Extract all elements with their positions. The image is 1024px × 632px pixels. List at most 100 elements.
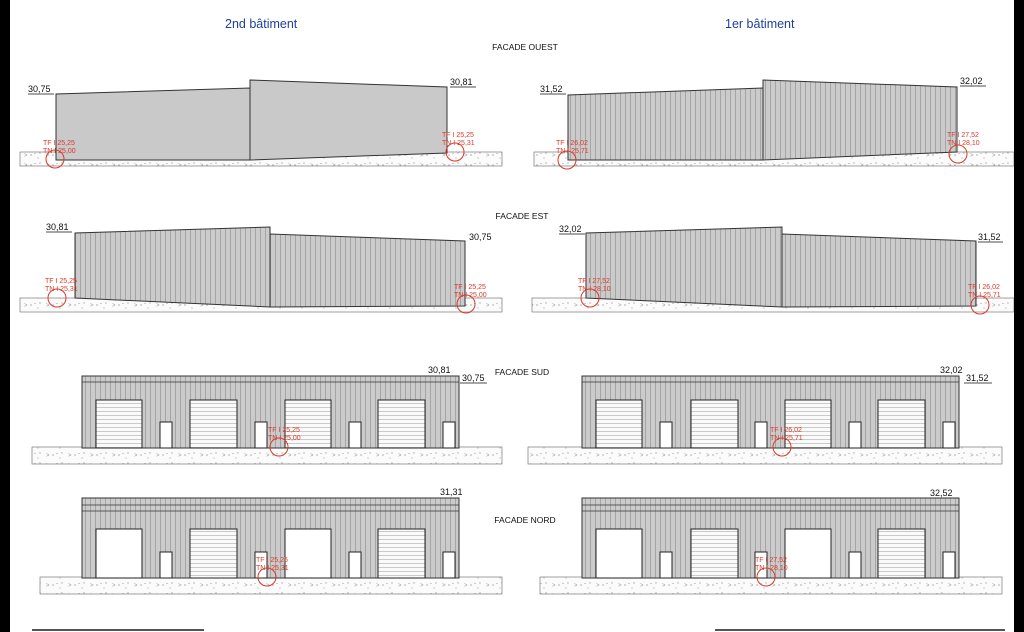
- open-bay: [595, 528, 643, 579]
- level-label: 32,52: [930, 488, 953, 498]
- level-label: 31,31: [440, 487, 463, 497]
- service-door: [254, 421, 268, 449]
- wall-section: [567, 87, 764, 161]
- service-door: [848, 551, 862, 579]
- marker-text: TF I 27,52: [578, 278, 610, 285]
- open-bay: [284, 528, 332, 579]
- marker-circle: [580, 288, 600, 308]
- marker-text: TF I 27,52: [755, 557, 787, 564]
- wall-section: [249, 79, 448, 161]
- marker-text: TN I 25,31: [256, 565, 289, 572]
- roller-door: [377, 399, 426, 449]
- marker-text: TN I 25,31: [442, 140, 475, 147]
- roller-door: [877, 528, 926, 579]
- service-door: [348, 551, 362, 579]
- facade-nord-label: FACADE NORD: [494, 515, 555, 525]
- level-label: 30,81: [450, 77, 473, 87]
- bottom-rule-right: [715, 629, 1005, 631]
- level-label: 31,52: [540, 84, 563, 94]
- nord-right-elevation: 32,52 TF I 27,52 TN I 28,10: [539, 488, 1003, 595]
- right-column-title: 1er bâtiment: [725, 17, 795, 31]
- marker-circle: [445, 142, 465, 162]
- marker-text: TF I 25,25: [454, 284, 486, 291]
- marker-circle: [269, 437, 289, 457]
- service-door: [159, 551, 173, 579]
- service-door: [442, 421, 456, 449]
- marker-text: TN I 25,00: [43, 148, 76, 155]
- marker-circle: [948, 144, 968, 164]
- service-door: [442, 551, 456, 579]
- marker-text: TN I 28,10: [947, 140, 980, 147]
- marker-text: TN I 28,10: [755, 565, 788, 572]
- marker-circle: [257, 567, 277, 587]
- level-label: 30,81: [46, 222, 69, 232]
- wall-section: [781, 233, 977, 308]
- marker-circle: [47, 288, 67, 308]
- marker-text: TF I 26,02: [556, 140, 588, 147]
- left-column-title: 2nd bâtiment: [225, 17, 298, 31]
- facade-est-label: FACADE EST: [496, 211, 549, 221]
- marker-circle: [756, 567, 776, 587]
- roller-door: [95, 399, 143, 449]
- elevation-drawing: > ˇ FACADE OUEST FACADE EST FACADE SUD F…: [19, 42, 1014, 595]
- roller-door: [690, 399, 739, 449]
- marker-text: TF I 25,25: [256, 557, 288, 564]
- ouest-right-elevation: 31,52 32,02 TF I 26,02 TN I 25,71 TF I 2…: [533, 76, 1014, 170]
- wall-section: [585, 226, 783, 308]
- est-left-elevation: 30,81 30,75 TF I 25,25 TN I 25,31 TF I 2…: [19, 222, 503, 314]
- level-label: 32,02: [559, 224, 582, 234]
- level-label: 32,02: [960, 76, 983, 86]
- open-bay: [95, 528, 143, 579]
- service-door: [754, 551, 768, 579]
- service-door: [754, 421, 768, 449]
- level-label: 31,52: [978, 232, 1001, 242]
- marker-text: TN I 25,00: [454, 292, 487, 299]
- nord-left-elevation: 31,31 TF I 25,25 TN I 25,31: [39, 487, 503, 595]
- level-label: 30,75: [462, 373, 485, 383]
- marker-text: TF I 25,25: [268, 427, 300, 434]
- roller-door: [189, 399, 238, 449]
- marker-text: TF I 27,52: [947, 132, 979, 139]
- service-door: [254, 551, 268, 579]
- roller-door: [377, 528, 426, 579]
- service-door: [942, 421, 956, 449]
- marker-text: TN I 25,00: [268, 435, 301, 442]
- facade-sud-label: FACADE SUD: [495, 367, 549, 377]
- marker-text: TF I 25,25: [442, 132, 474, 139]
- service-door: [659, 551, 673, 579]
- roller-door: [284, 399, 332, 449]
- marker-text: TN I 28,10: [578, 286, 611, 293]
- wall-section: [74, 226, 271, 308]
- ground-strip: [527, 446, 1003, 465]
- roller-door: [784, 399, 832, 449]
- est-right-elevation: 32,02 31,52 TF I 27,52 TN I 28,10 TF I 2…: [531, 224, 1014, 315]
- ground-strip: [31, 446, 503, 465]
- marker-circle: [772, 437, 792, 457]
- facade-ouest-label: FACADE OUEST: [492, 42, 558, 52]
- wall-section: [762, 79, 958, 161]
- marker-text: TF I 25,25: [45, 278, 77, 285]
- marker-text: TN I 25,71: [556, 148, 589, 155]
- marker-text: TF I 26,02: [770, 427, 802, 434]
- marker-text: TN I 25,31: [45, 286, 78, 293]
- level-label: 32,02: [940, 365, 963, 375]
- marker-circle: [456, 294, 476, 314]
- level-label: 30,75: [28, 84, 51, 94]
- service-door: [348, 421, 362, 449]
- wall-section: [269, 233, 466, 308]
- roller-door: [690, 528, 739, 579]
- marker-circle: [557, 150, 577, 170]
- ground-strip: [539, 576, 1003, 595]
- sud-right-elevation: 32,02 31,52 TF I 26,02 TN I 25,71: [527, 365, 1003, 465]
- service-door: [659, 421, 673, 449]
- level-label: 30,75: [469, 232, 492, 242]
- level-label: 30,81: [428, 365, 451, 375]
- marker-circle: [970, 295, 990, 315]
- open-bay: [784, 528, 832, 579]
- wall-section: [55, 87, 251, 161]
- service-door: [942, 551, 956, 579]
- service-door: [848, 421, 862, 449]
- roller-door: [595, 399, 643, 449]
- roller-door: [877, 399, 926, 449]
- service-door: [159, 421, 173, 449]
